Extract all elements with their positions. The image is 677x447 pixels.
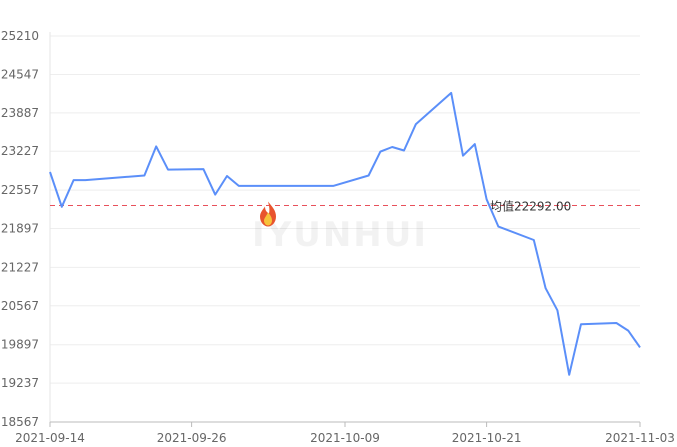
data-point: [391, 146, 393, 148]
data-point: [61, 206, 63, 208]
data-point: [474, 143, 476, 145]
y-tick-label: 21897: [1, 222, 39, 236]
data-point: [497, 226, 499, 228]
data-point: [167, 169, 169, 171]
data-point: [556, 309, 558, 311]
data-point: [73, 179, 75, 181]
data-point: [226, 175, 228, 177]
data-point: [615, 322, 617, 324]
y-tick-label: 25210: [1, 29, 39, 43]
fire-icon: [260, 201, 276, 227]
x-tick-label: 2021-09-26: [157, 431, 227, 445]
data-point: [486, 198, 488, 200]
data-point: [332, 185, 334, 187]
x-tick-label: 2021-10-21: [452, 431, 522, 445]
data-point: [214, 194, 216, 196]
data-point: [568, 374, 570, 376]
average-label: 均值22292.00: [490, 199, 571, 214]
data-point: [368, 174, 370, 176]
data-point: [450, 92, 452, 94]
data-point: [49, 171, 51, 173]
data-point: [627, 330, 629, 332]
data-point: [403, 149, 405, 151]
average-line-group: 均值22292.00: [50, 199, 640, 227]
data-point: [545, 287, 547, 289]
y-tick-label: 18567: [1, 415, 39, 429]
x-tick-label: 2021-09-14: [15, 431, 85, 445]
y-tick-label: 23227: [1, 144, 39, 158]
data-point: [379, 151, 381, 153]
grid-lines: [50, 35, 640, 423]
y-tick-label: 21227: [1, 260, 39, 274]
y-tick-label: 23887: [1, 106, 39, 120]
data-point: [202, 168, 204, 170]
y-tick-label: 24547: [1, 68, 39, 82]
series-line: [49, 91, 641, 376]
data-point: [639, 346, 641, 348]
data-point: [533, 239, 535, 241]
data-point: [238, 185, 240, 187]
data-point: [143, 174, 145, 176]
y-tick-label: 19897: [1, 338, 39, 352]
data-point: [462, 155, 464, 157]
watermark-text: IYUNHUI: [252, 215, 428, 255]
data-point: [415, 123, 417, 125]
y-axis-ticks: 18567 19237 19897 20567 21227 21897 22557 23227…: [1, 29, 39, 429]
y-tick-label: 20567: [1, 299, 39, 313]
data-point: [580, 323, 582, 325]
x-tick-label: 2021-11-03: [605, 431, 675, 445]
x-axis-ticks: 2021-09-14 2021-09-26 2021-10-09 2021-10-21…: [15, 422, 675, 445]
x-tick-label: 2021-10-09: [310, 431, 380, 445]
y-tick-label: 22557: [1, 183, 39, 197]
series-group: [49, 91, 641, 376]
data-point: [155, 145, 157, 147]
y-tick-label: 19237: [1, 376, 39, 390]
data-point: [84, 179, 86, 181]
